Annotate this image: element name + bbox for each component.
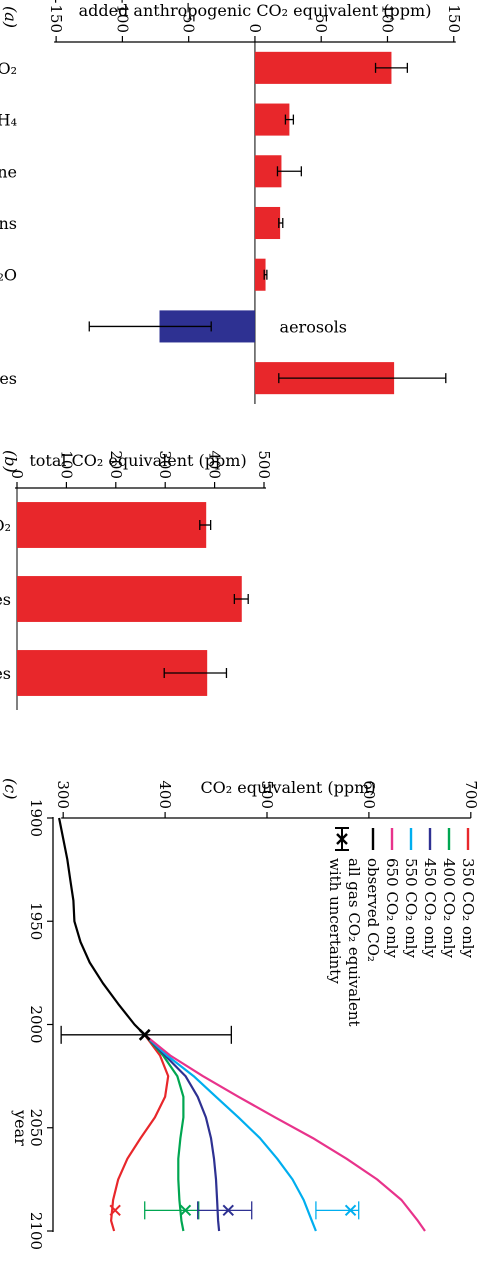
panel-c-x-tick-label: 2100 xyxy=(27,1212,45,1250)
legend-label-350-co-only: 350 CO₂ only xyxy=(459,858,477,958)
panel-c-x-tick-label: 2050 xyxy=(27,1109,45,1147)
panel-b-label: (b) xyxy=(1,450,20,473)
panel-a-bar-ch xyxy=(254,103,290,136)
panel-a-y-tick-label: 0 xyxy=(246,23,264,33)
panel-a-label: (a) xyxy=(1,6,20,28)
panel-b-y-tick-label: 0 xyxy=(8,469,26,479)
panel-c-ylabel: CO₂ equivalent (ppm) xyxy=(200,778,375,797)
panel-c-x-tick-label: 1950 xyxy=(27,902,45,940)
panel-c-series-650-co-only xyxy=(144,1033,426,1232)
legend-label-observed-co: observed CO₂ xyxy=(364,858,382,962)
panel-c-series-400-co-only xyxy=(143,1034,185,1232)
panel-a-bar-halocarbons xyxy=(254,206,281,240)
panel-c-marker-scenario-3 xyxy=(222,1204,234,1217)
panel-c-label: (c) xyxy=(1,778,20,799)
legend-label-450-co-only: 450 CO₂ only xyxy=(421,858,439,958)
panel-a-y-tick-label: 50 xyxy=(312,14,330,33)
panel-a-y-tick-label: −100 xyxy=(113,0,131,33)
panel-c-series-550-co-only xyxy=(143,1033,317,1232)
panel-a-category-label: CH₄ xyxy=(0,111,17,130)
panel-c-y-tick-label: 600 xyxy=(360,780,378,809)
panel-a-bar-tropospheric-ozone xyxy=(254,155,282,188)
panel-b-y-tick-label: 400 xyxy=(206,450,224,479)
panel-a-category-label: net aerosols and all gases xyxy=(0,369,17,388)
legend-swatch-uncertainty-marker xyxy=(336,833,348,845)
panel-a-y-tick-label: 100 xyxy=(378,4,396,33)
panel-c-y-tick-label: 300 xyxy=(54,780,72,809)
panel-b-y-tick-label: 100 xyxy=(57,450,75,479)
panel-a-y-tick-label: 150 xyxy=(445,4,463,33)
panel-a-category-label: aerosols xyxy=(280,317,347,336)
panel-b-bar-co-other-gases xyxy=(17,576,242,622)
panel-a-bar-n-o xyxy=(254,258,266,291)
panel-b-y-tick-label: 200 xyxy=(107,450,125,479)
legend-label-uncertainty: with uncertainty xyxy=(326,858,344,984)
panel-c-series-450-co-only xyxy=(143,1034,221,1232)
panel-a-bar-co xyxy=(254,51,392,84)
legend-label-650-co-only: 650 CO₂ only xyxy=(383,858,401,958)
panel-b-bar-co xyxy=(17,502,207,548)
panel-b-category-label: net aerosols and all gases xyxy=(0,664,11,683)
panel-c-marker-scenario-2 xyxy=(179,1204,192,1217)
panel-b-category-label: CO₂ xyxy=(0,516,11,535)
panel-b-y-tick-label: 300 xyxy=(156,450,174,479)
panel-a-category-label: N₂O xyxy=(0,266,17,285)
panel-b-category-label: CO₂ + other gases xyxy=(0,590,11,609)
panel-a-ylabel: added anthropogenic CO₂ equivalent (ppm) xyxy=(79,1,432,20)
panel-c-x-tick-label: 1900 xyxy=(27,799,45,837)
marks-layer xyxy=(17,51,470,1232)
panel-c-series-observed-co xyxy=(58,817,146,1036)
panel-c-y-tick-label: 500 xyxy=(258,780,276,809)
panel-c-marker-all-gas-co-equivalent-with-uncertainty xyxy=(138,1028,151,1041)
panel-c-marker-scenario-1 xyxy=(109,1204,121,1217)
panel-c-xlabel: year xyxy=(11,1109,30,1146)
panel-a-y-tick-label: −150 xyxy=(47,0,65,33)
panel-a-category-label: halocarbons xyxy=(0,214,17,233)
panel-c-y-tick-label: 400 xyxy=(156,780,174,809)
panel-c-y-tick-label: 700 xyxy=(462,780,480,809)
panel-c-x-tick-label: 2000 xyxy=(27,1005,45,1043)
legend-label-550-co-only: 550 CO₂ only xyxy=(402,858,420,958)
panel-a-y-tick-label: −50 xyxy=(180,1,198,33)
panel-a-category-label: CO₂ xyxy=(0,59,17,78)
panel-b-bar-net-aerosols-and-all-gases xyxy=(17,650,208,696)
panel-b-y-tick-label: 500 xyxy=(255,450,273,479)
legend-label-all-gas: all gas CO₂ equivalent xyxy=(345,858,363,1027)
legend-label-400-co-only: 400 CO₂ only xyxy=(440,858,458,958)
panel-c-marker-scenario-4 xyxy=(344,1204,357,1217)
panel-c-series-350-co-only xyxy=(110,1034,170,1232)
panel-a-category-label: tropospheric ozone xyxy=(0,162,17,181)
panel-b-ylabel: total CO₂ equivalent (ppm) xyxy=(29,451,246,470)
